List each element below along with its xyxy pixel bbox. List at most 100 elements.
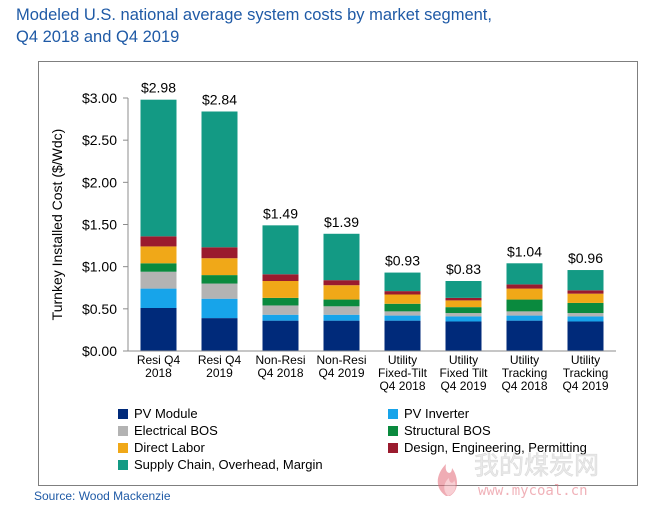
bar-segment: [506, 311, 543, 316]
x-tick-label: Q4 2018: [501, 379, 547, 393]
bar-segment: [323, 306, 360, 315]
legend-swatch: [118, 442, 128, 453]
bar-total-label: $0.83: [446, 261, 481, 277]
x-tick-label: Utility: [571, 353, 600, 367]
legend-label: Structural BOS: [404, 423, 491, 438]
y-tick-label: $1.50: [82, 217, 117, 233]
bar-segment: [506, 315, 543, 321]
y-tick-label: $2.00: [82, 174, 117, 190]
bar-segment: [384, 294, 421, 304]
source-note: Source: Wood Mackenzie: [34, 489, 171, 503]
legend-label: Design, Engineering, Permitting: [404, 440, 587, 455]
bar-segment: [445, 316, 482, 322]
legend-swatch: [118, 408, 128, 419]
x-tick-label: Non-Resi: [316, 353, 366, 367]
watermark-logo: 我的煤炭网 www.mycoal.cn: [437, 451, 599, 499]
bar-segment: [323, 233, 360, 281]
bar-segment: [323, 320, 360, 351]
x-tick-label: Q4 2018: [257, 366, 303, 380]
bar-total-label: $1.49: [263, 205, 298, 221]
bar-segment: [445, 281, 482, 298]
bar-segment: [140, 288, 177, 308]
bar-segment: [445, 307, 482, 314]
x-tick-label: Q4 2019: [562, 379, 608, 393]
x-tick-label: Tracking: [502, 366, 548, 380]
x-tick-label: Fixed Tilt: [439, 366, 488, 380]
bar-segment: [506, 299, 543, 312]
bar-segment: [201, 247, 238, 259]
bar-total-label: $1.04: [507, 243, 542, 259]
x-tick-label: Non-Resi: [255, 353, 305, 367]
chart-title-line1: Modeled U.S. national average system cos…: [16, 6, 492, 24]
bar-segment: [262, 225, 299, 275]
legend-label: Direct Labor: [134, 440, 205, 455]
bar-segment: [567, 321, 604, 351]
legend-label: PV Module: [134, 406, 198, 421]
x-tick-label: Q4 2018: [379, 379, 425, 393]
bar-segment: [506, 288, 543, 300]
y-tick-label: $2.50: [82, 132, 117, 148]
y-tick-label: $3.00: [82, 90, 117, 106]
bar-segment: [445, 313, 482, 317]
bar-segment: [506, 284, 543, 289]
bar-segment: [323, 314, 360, 321]
bar-total-label: $0.93: [385, 253, 420, 269]
bar-segment: [201, 258, 238, 276]
bar-segment: [384, 315, 421, 321]
bar-segment: [384, 272, 421, 292]
bar-segment: [262, 274, 299, 282]
bar-segment: [445, 297, 482, 301]
legend-label: PV Inverter: [404, 406, 470, 421]
bar-segment: [567, 316, 604, 322]
bar-segment: [384, 291, 421, 295]
legend-swatch: [118, 459, 128, 470]
bar-segment: [567, 293, 604, 303]
bar-segment: [140, 271, 177, 289]
legend-swatch: [388, 425, 398, 436]
bar-total-label: $2.84: [202, 91, 237, 107]
x-tick-label: Utility: [510, 353, 539, 367]
bar-total-label: $0.96: [568, 250, 603, 266]
bar-segment: [445, 321, 482, 351]
bar-segment: [323, 299, 360, 307]
legend-item: PV Module: [118, 406, 198, 421]
legend-label: Electrical BOS: [134, 423, 218, 438]
bar-segment: [140, 307, 177, 351]
x-tick-label: Resi Q4: [198, 353, 242, 367]
bar-segment: [201, 275, 238, 284]
chart-title: Modeled U.S. national average system cos…: [16, 4, 636, 48]
watermark-brand: 我的煤炭网: [474, 451, 599, 480]
flame-icon: [437, 464, 457, 496]
legend-swatch: [118, 425, 128, 436]
x-tick-label: 2018: [145, 366, 172, 380]
bar-segment: [384, 320, 421, 351]
x-tick-label: 2019: [206, 366, 233, 380]
y-tick-label: $0.00: [82, 343, 117, 359]
x-tick-label: Utility: [449, 353, 478, 367]
bar-total-label: $1.39: [324, 214, 359, 230]
legend-swatch: [388, 442, 398, 453]
legend-item: Electrical BOS: [118, 423, 218, 438]
chart-title-line2: Q4 2018 and Q4 2019: [16, 28, 180, 46]
bar-segment: [140, 236, 177, 247]
bar-segment: [201, 318, 238, 351]
legend-item: Direct Labor: [118, 440, 205, 455]
bar-segment: [262, 297, 299, 306]
bar-segment: [384, 303, 421, 312]
bar-segment: [262, 314, 299, 321]
y-tick-label: $0.50: [82, 301, 117, 317]
bar-segment: [201, 298, 238, 319]
bar-segment: [140, 246, 177, 264]
bar-segment: [323, 285, 360, 300]
bar-segment: [262, 305, 299, 315]
x-tick-label: Q4 2019: [440, 379, 486, 393]
bar-segment: [567, 313, 604, 317]
x-tick-label: Resi Q4: [137, 353, 181, 367]
bar-segment: [201, 111, 238, 248]
bar-segment: [262, 281, 299, 298]
bar-segment: [140, 99, 177, 237]
bar-segment: [567, 270, 604, 291]
legend-label: Supply Chain, Overhead, Margin: [134, 457, 323, 472]
bar-segment: [506, 320, 543, 351]
